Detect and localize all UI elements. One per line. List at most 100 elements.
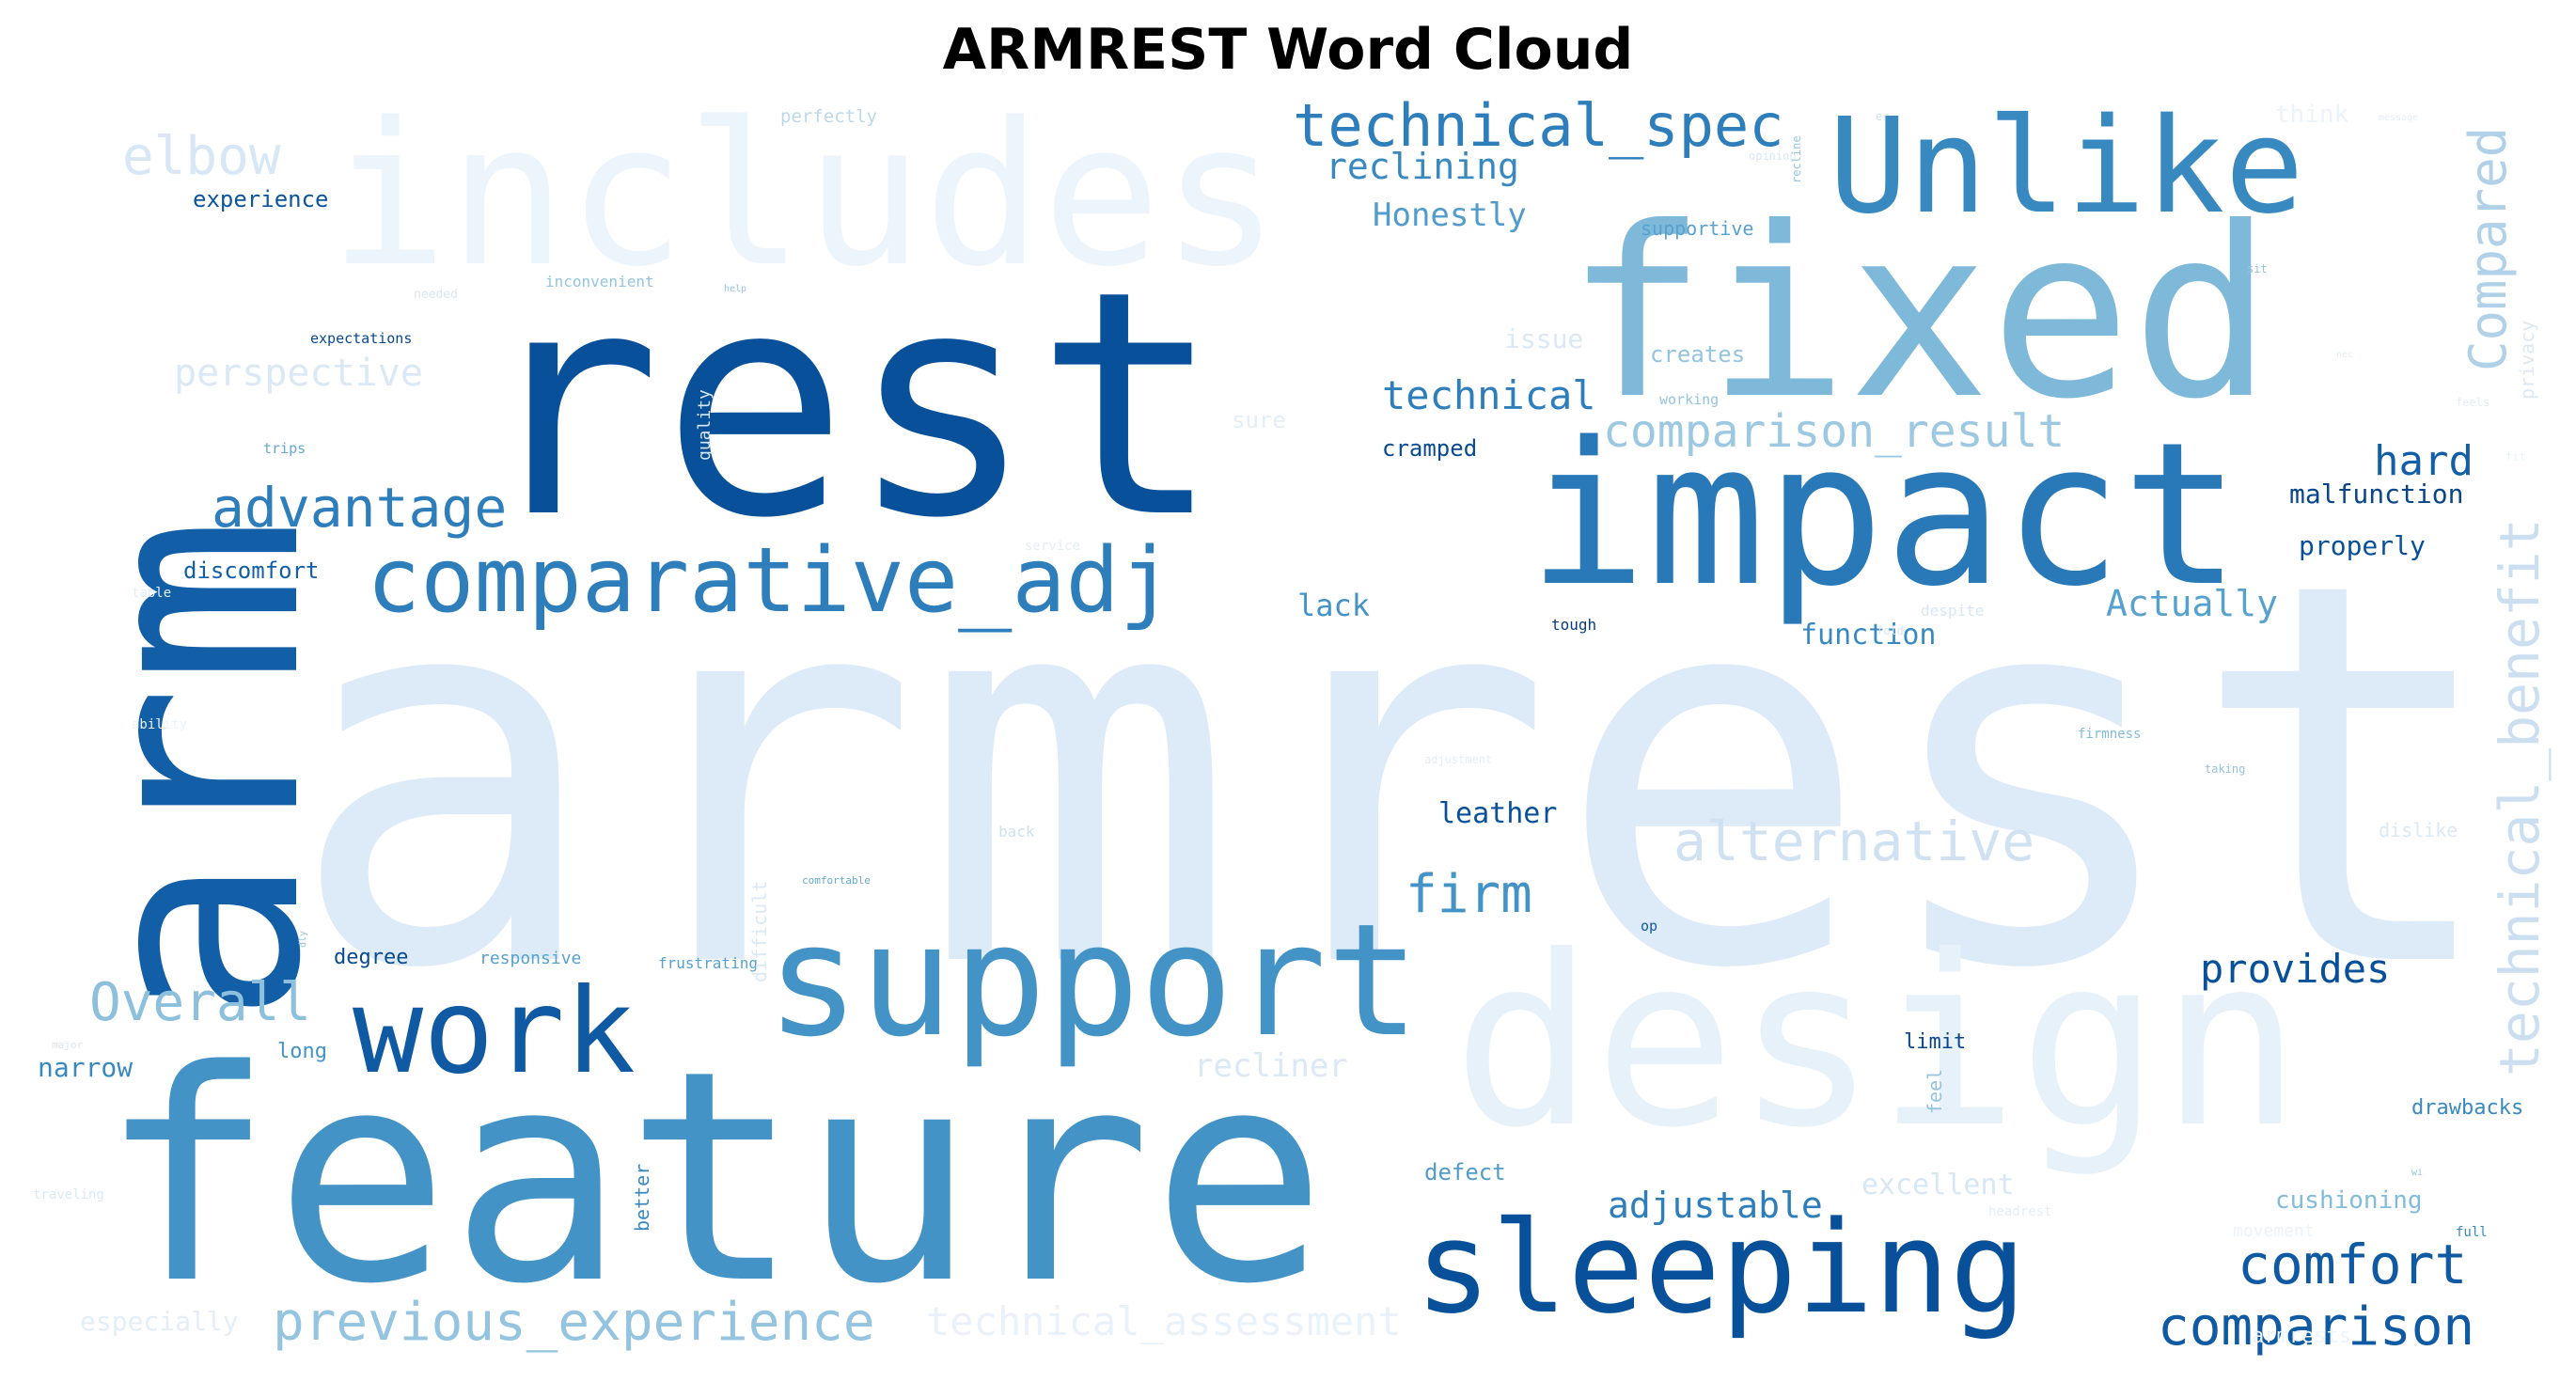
word-58: privacy — [2516, 321, 2538, 400]
word-60: frustrating — [658, 954, 758, 972]
word-69: quality — [695, 389, 715, 461]
word-81: table — [132, 586, 171, 601]
word-26: technical_assessment — [926, 1298, 1402, 1344]
word-86: opinion — [1749, 149, 1797, 163]
word-45: creates — [1650, 341, 1745, 368]
word-38: leather — [1438, 797, 1557, 830]
word-7: includes — [329, 80, 1280, 310]
word-89: message — [2379, 113, 2418, 123]
word-28: technical — [1382, 372, 1596, 418]
word-80: traveling — [33, 1187, 104, 1202]
word-55: think — [2275, 101, 2349, 129]
word-4: fixed — [1565, 177, 2273, 450]
word-92: feels — [2456, 396, 2490, 409]
chart-title: ARMREST Word Cloud — [942, 17, 1634, 83]
word-32: Honestly — [1373, 196, 1527, 234]
word-54: sure — [1232, 407, 1286, 433]
word-30: hard — [2374, 437, 2474, 485]
word-73: firmness — [2078, 727, 2141, 742]
word-65: tough — [1551, 616, 1596, 634]
word-48: defect — [1424, 1159, 1506, 1186]
word-22: firm — [1406, 864, 1532, 925]
word-24: comparison_result — [1603, 405, 2065, 458]
word-31: Actually — [2106, 583, 2278, 624]
word-21: Compared — [2458, 127, 2518, 371]
word-57: supportive — [1641, 217, 1753, 240]
word-91: help — [724, 284, 746, 294]
word-76: op — [1641, 918, 1657, 934]
word-82: service — [1025, 539, 1080, 554]
word-97: nec — [2336, 350, 2353, 360]
word-8: support — [766, 890, 1420, 1071]
word-66: expectations — [310, 330, 412, 347]
word-3: feature — [99, 1009, 1327, 1348]
word-77: headrest — [1988, 1204, 2051, 1219]
word-2: rest — [475, 225, 1222, 586]
word-15: technical_benefit — [2488, 518, 2552, 1076]
word-56: perfectly — [780, 106, 877, 127]
word-64: feel — [1924, 1069, 1946, 1114]
word-96: armrests — [2252, 1325, 2351, 1348]
word-68: trips — [263, 440, 306, 457]
word-18: Overall — [89, 972, 311, 1033]
word-13: technical_spec — [1293, 91, 1784, 160]
word-88: major — [52, 1039, 83, 1051]
word-63: better — [631, 1164, 653, 1232]
word-42: narrow — [38, 1052, 133, 1083]
word-37: function — [1800, 619, 1937, 652]
word-47: discomfort — [183, 558, 320, 584]
word-43: experience — [193, 186, 329, 212]
word-9: Unlike — [1829, 90, 2304, 243]
word-90: fold — [1877, 624, 1904, 637]
word-25: provides — [2200, 946, 2390, 992]
word-29: reclining — [1326, 146, 1519, 187]
word-20: comfort — [2238, 1233, 2467, 1296]
word-35: excellent — [1861, 1169, 2015, 1201]
word-41: cushioning — [2275, 1186, 2423, 1215]
word-59: responsive — [479, 949, 581, 968]
word-44: issue — [1504, 323, 1583, 354]
word-34: recliner — [1194, 1047, 1348, 1085]
word-67: inconvenient — [545, 273, 654, 291]
word-46: cramped — [1382, 435, 1477, 462]
word-0: armrest — [287, 471, 2505, 1084]
word-93: ability — [132, 717, 187, 732]
word-75: comfortable — [802, 874, 871, 887]
word-11: work — [353, 964, 636, 1100]
word-99: er — [1876, 110, 1889, 123]
word-49: long — [277, 1040, 327, 1063]
word-39: malfunction — [2289, 479, 2463, 510]
word-6: design — [1453, 905, 2301, 1179]
word-52: drawbacks — [2411, 1096, 2523, 1120]
word-19: comparison — [2158, 1296, 2474, 1358]
word-12: comparative_adj — [367, 529, 1173, 633]
word-85: recline — [1790, 135, 1803, 183]
word-40: properly — [2299, 530, 2426, 561]
word-61: dislike — [2379, 819, 2458, 841]
word-17: alternative — [1673, 809, 2034, 873]
word-70: needed — [414, 288, 458, 302]
word-78: movement — [2233, 1221, 2315, 1241]
word-83: taking — [2205, 762, 2245, 776]
word-5: impact — [1528, 400, 2241, 630]
word-10: sleeping — [1415, 1194, 2026, 1342]
word-74: back — [998, 823, 1035, 840]
word-16: advantage — [212, 476, 507, 540]
word-98: wi — [2411, 1168, 2423, 1178]
word-51: limit — [1904, 1030, 1966, 1054]
word-95: dly — [298, 931, 308, 948]
word-84: sit — [2247, 262, 2268, 275]
word-27: perspective — [174, 352, 423, 395]
word-72: despite — [1921, 602, 1984, 620]
word-71: working — [1659, 391, 1719, 408]
word-1: arm — [35, 515, 363, 1025]
word-94: fit — [2505, 450, 2526, 463]
word-36: lack — [1297, 588, 1370, 623]
word-62: difficult — [748, 881, 771, 982]
word-50: degree — [334, 946, 408, 969]
word-23: elbow — [122, 126, 281, 187]
word-33: adjustable — [1608, 1185, 1823, 1226]
word-87: adjustment — [1424, 753, 1492, 766]
word-53: especially — [80, 1306, 239, 1337]
